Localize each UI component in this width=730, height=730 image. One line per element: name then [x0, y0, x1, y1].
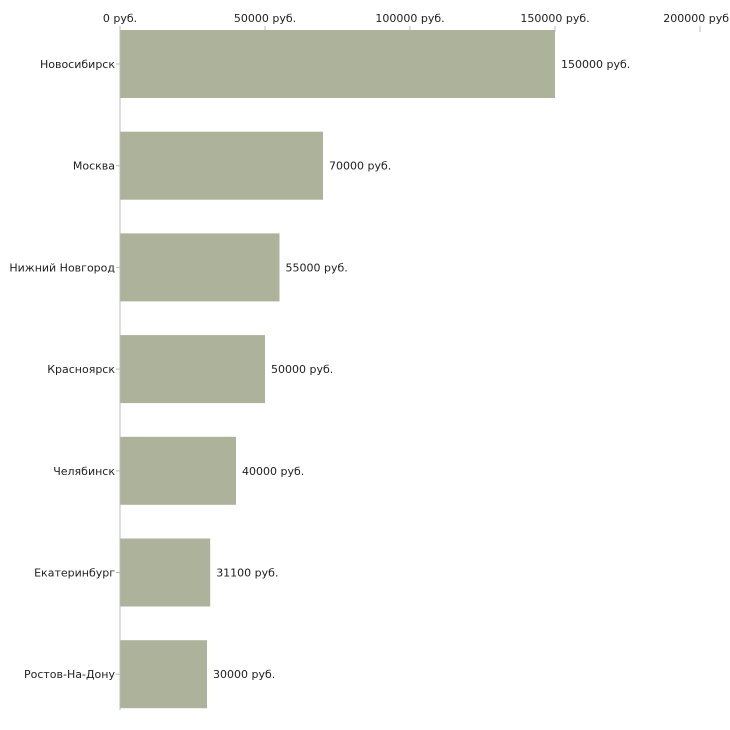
value-labels: 150000 руб. 70000 руб. 55000 руб. 50000 руб…: [213, 58, 630, 681]
x-tick-label: 50000 руб.: [234, 12, 296, 25]
category-label: Новосибирск: [40, 58, 115, 71]
x-tick-label: 100000 руб.: [375, 12, 444, 25]
y-axis: Новосибирск Москва Нижний Новгород Краснояр…: [9, 58, 120, 681]
x-axis: 0 руб. 50000 руб. 100000 руб. 150000 руб. 20…: [103, 12, 729, 32]
category-label: Челябинск: [53, 465, 115, 478]
category-label: Красноярск: [47, 363, 115, 376]
bar: [120, 30, 555, 98]
bar: [120, 131, 323, 200]
bar: [120, 538, 211, 607]
category-label: Нижний Новгород: [9, 261, 115, 274]
bars-group: [120, 30, 555, 709]
category-label: Москва: [73, 160, 115, 173]
value-label: 30000 руб.: [213, 668, 275, 681]
category-label: Ростов-На-Дону: [24, 668, 115, 681]
bar: [120, 335, 265, 404]
category-label: Екатеринбург: [34, 567, 115, 580]
bar: [120, 640, 207, 709]
value-label: 50000 руб.: [271, 363, 333, 376]
value-label: 40000 руб.: [242, 465, 304, 478]
value-label: 55000 руб.: [286, 261, 348, 274]
x-tick-label: 200000 руб: [663, 12, 729, 25]
bar: [120, 436, 236, 505]
value-label: 150000 руб.: [561, 58, 630, 71]
value-label: 70000 руб.: [329, 160, 391, 173]
x-tick-label: 150000 руб.: [520, 12, 589, 25]
x-tick-label: 0 руб.: [103, 12, 137, 25]
bar: [120, 233, 280, 302]
value-label: 31100 руб.: [216, 567, 278, 580]
